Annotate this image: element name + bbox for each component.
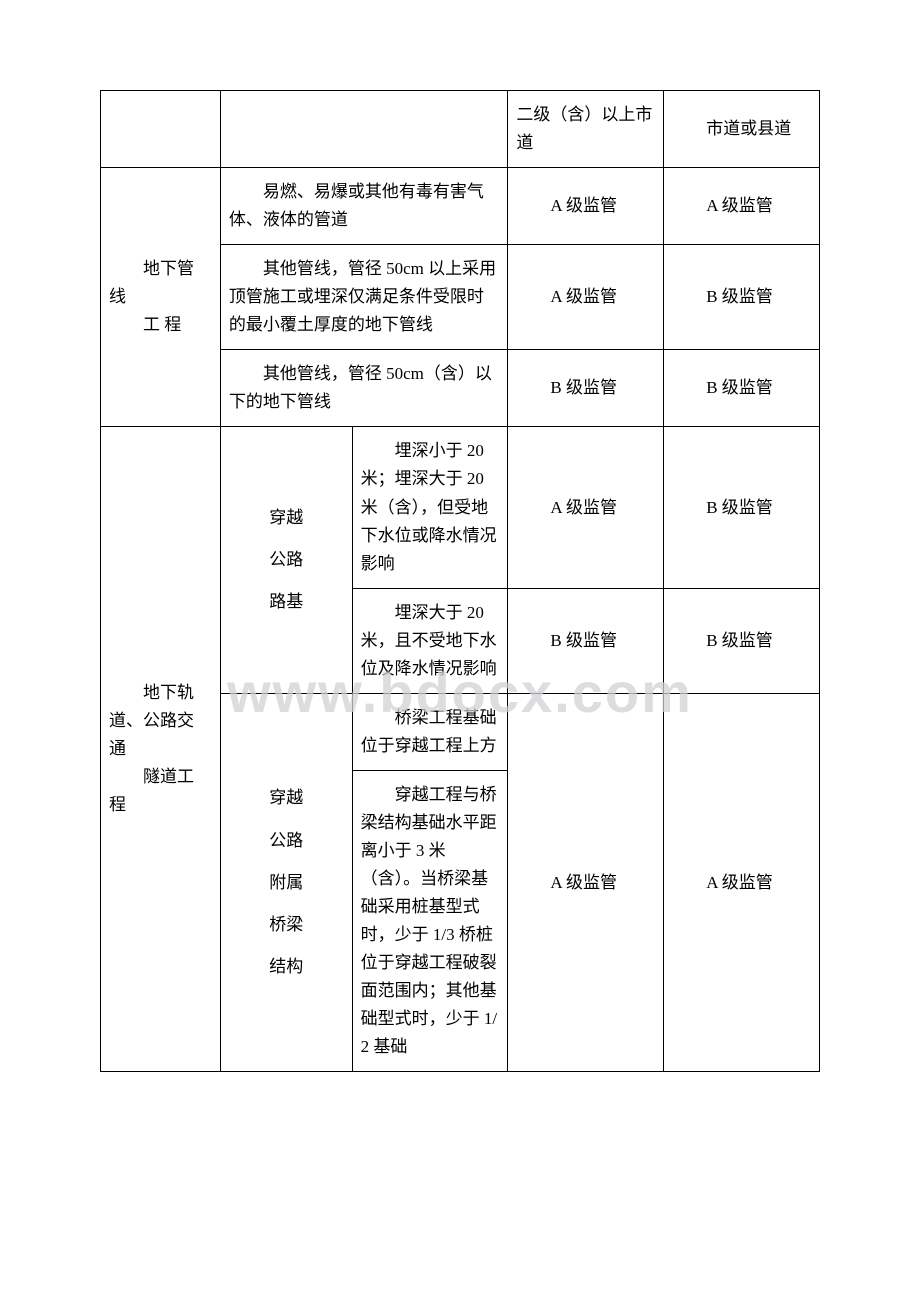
cell-pipe-desc-3: 其他管线，管径 50cm（含）以下的地下管线: [220, 350, 508, 427]
cell-pipe-desc-2: 其他管线，管径 50cm 以上采用顶管施工或埋深仅满足条件受限时的最小覆土厚度的…: [220, 245, 508, 350]
table-row: 地下轨 道、公路交 通 隧道工 程 穿越 公路 路基 埋深小于 20 米；埋深大…: [101, 427, 820, 588]
cell-level: A 级监管: [508, 693, 664, 1072]
cell-category-tunnel: 地下轨 道、公路交 通 隧道工 程: [101, 427, 221, 1072]
cell-road-level-1: 二级（含）以上市道: [508, 91, 664, 168]
cell-bridge-desc-2: 穿越工程与桥梁结构基础水平距离小于 3 米（含）。当桥梁基础采用桩基型式时，少于…: [352, 770, 508, 1071]
cell-road-level-2: 市道或县道: [664, 91, 820, 168]
table-row: 地下管 线 工 程 易燃、易爆或其他有毒有害气体、液体的管道 A 级监管 A 级…: [101, 168, 820, 245]
cell-bridge-desc-1: 桥梁工程基础位于穿越工程上方: [352, 693, 508, 770]
cell-depth-desc-1: 埋深小于 20 米；埋深大于 20 米（含），但受地下水位或降水情况影响: [352, 427, 508, 588]
cell-pipe-desc-1: 易燃、易爆或其他有毒有害气体、液体的管道: [220, 168, 508, 245]
cell-level: A 级监管: [664, 168, 820, 245]
cell-category-pipeline: 地下管 线 工 程: [101, 168, 221, 427]
cell-level: A 级监管: [508, 168, 664, 245]
cell-level: B 级监管: [664, 350, 820, 427]
cell-cross-bridge: 穿越 公路 附属 桥梁 结构: [220, 693, 352, 1072]
table-row: 二级（含）以上市道 市道或县道: [101, 91, 820, 168]
cell-level: A 级监管: [508, 245, 664, 350]
cell-level: B 级监管: [508, 350, 664, 427]
cell-depth-desc-2: 埋深大于 20 米，且不受地下水位及降水情况影响: [352, 588, 508, 693]
cell-empty: [220, 91, 508, 168]
regulation-table: 二级（含）以上市道 市道或县道 地下管 线 工 程 易燃、易爆或其他有毒有害气体…: [100, 90, 820, 1072]
cell-level: B 级监管: [664, 245, 820, 350]
cell-level: B 级监管: [664, 588, 820, 693]
cell-level: B 级监管: [508, 588, 664, 693]
cell-cross-road: 穿越 公路 路基: [220, 427, 352, 693]
cell-level: A 级监管: [508, 427, 664, 588]
cell-level: A 级监管: [664, 693, 820, 1072]
cell-level: B 级监管: [664, 427, 820, 588]
cell-empty: [101, 91, 221, 168]
